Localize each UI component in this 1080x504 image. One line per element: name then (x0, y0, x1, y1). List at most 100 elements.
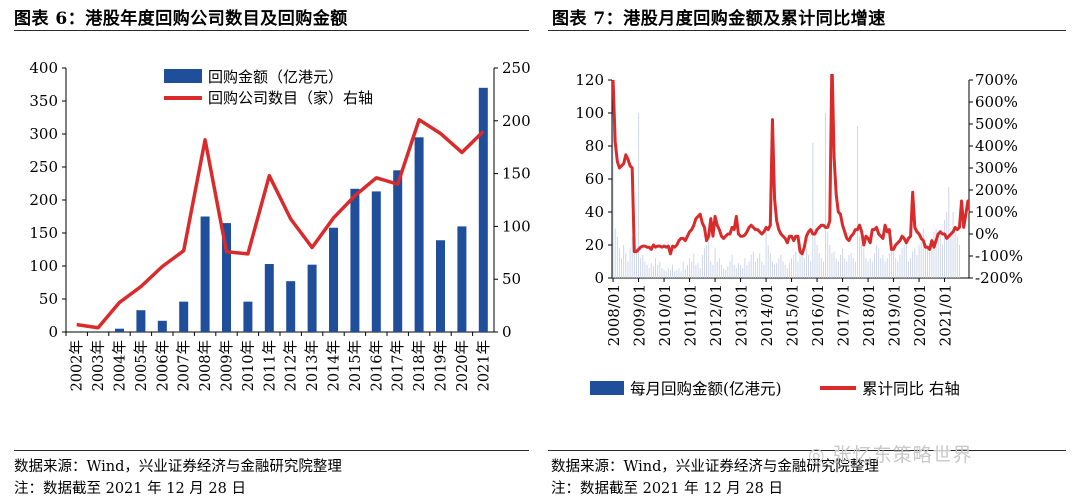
monthly-bar (771, 261, 773, 278)
monthly-bar (703, 248, 705, 278)
right-y-tick-label: 200 (502, 112, 531, 130)
monthly-bar (714, 248, 716, 278)
left-y-tick-label: 120 (575, 71, 604, 89)
monthly-bar (856, 126, 858, 278)
left-note-text: 注：数据截至 2021 年 12 月 28 日 (14, 481, 246, 497)
x-tick-label: 2021年 (475, 340, 492, 391)
monthly-bar (820, 258, 822, 278)
monthly-bar (782, 261, 784, 278)
right-title-rule (548, 30, 1066, 31)
right-y-tick-label: 250 (502, 59, 531, 77)
left-y-tick-label: 60 (585, 170, 604, 188)
monthly-bar (903, 245, 905, 278)
monthly-bar (742, 268, 744, 278)
monthly-bar (631, 236, 633, 278)
monthly-bar (691, 261, 693, 278)
monthly-bar (672, 264, 674, 278)
x-tick-label: 2018年 (411, 340, 428, 391)
right-source-text: 数据来源：Wind，兴业证券经济与金融研究院整理 (551, 459, 879, 475)
x-tick-label: 2011年 (261, 340, 278, 391)
monthly-bar (910, 258, 912, 278)
bar (243, 301, 253, 332)
monthly-bar (676, 269, 678, 278)
monthly-bar (799, 245, 801, 278)
x-tick-label: 2015/01 (784, 284, 802, 346)
monthly-bar (684, 269, 686, 278)
bar (222, 223, 231, 332)
monthly-bar (924, 248, 926, 278)
monthly-bar (697, 263, 699, 278)
left-y-tick-label: 100 (575, 104, 604, 122)
monthly-bar (958, 245, 960, 278)
x-tick-label: 2005年 (133, 340, 150, 391)
bar (157, 320, 167, 332)
monthly-bar (827, 231, 829, 278)
right-y-tick-label: 700% (975, 71, 1018, 89)
bar (329, 227, 338, 332)
monthly-bar (907, 261, 909, 278)
left-y-tick-label: 100 (29, 257, 58, 275)
monthly-bar (774, 264, 776, 278)
company-count-line (76, 117, 485, 330)
monthly-bar (729, 261, 731, 278)
monthly-bar (659, 261, 661, 278)
monthly-bar (933, 231, 935, 278)
left-source-text: 数据来源：Wind，兴业证券经济与金融研究院整理 (14, 459, 342, 475)
right-y-tick-label: 600% (975, 93, 1018, 111)
x-tick-label: 2007年 (176, 340, 193, 391)
monthly-bar (861, 245, 863, 278)
monthly-bar (644, 261, 646, 278)
monthly-bar (655, 258, 657, 278)
monthly-bar (805, 248, 807, 278)
x-tick-label: 2002年 (69, 340, 86, 391)
monthly-bar (695, 264, 697, 278)
right-y-tick-label: 0 (502, 323, 512, 341)
right-y-tick-label: 500% (975, 115, 1018, 133)
monthly-bar (674, 271, 676, 278)
monthly-bar (744, 258, 746, 278)
monthly-bar (835, 258, 837, 278)
right-chart-title: 图表 7：港股月度回购金额及累计同比增速 (552, 9, 886, 29)
monthly-bar (725, 269, 727, 278)
bar (200, 216, 210, 332)
bar (457, 226, 467, 332)
bar (307, 264, 317, 332)
monthly-bar (623, 245, 625, 278)
bar (136, 310, 146, 332)
x-tick-label: 2003年 (90, 340, 107, 391)
monthly-bar (642, 254, 644, 278)
monthly-bar (876, 245, 878, 278)
monthly-bar (740, 264, 742, 278)
monthly-bar (901, 248, 903, 278)
monthly-bar (761, 261, 763, 278)
x-tick-label: 2010/01 (656, 284, 674, 346)
monthly-bar (833, 251, 835, 278)
monthly-bar (944, 220, 946, 278)
monthly-bar (712, 264, 714, 278)
monthly-bar (929, 251, 931, 278)
bar (436, 240, 445, 332)
bar (414, 137, 424, 332)
x-tick-label: 2017年 (390, 340, 407, 391)
x-tick-label: 2010年 (240, 340, 257, 391)
monthly-bar (899, 254, 901, 278)
monthly-bar (873, 253, 875, 278)
monthly-bar (723, 268, 725, 278)
right-source-rule (548, 450, 1066, 451)
x-tick-label: 2016年 (368, 340, 385, 391)
monthly-bar (635, 253, 637, 278)
bar (371, 191, 381, 332)
monthly-bar (842, 248, 844, 278)
monthly-bar (701, 254, 703, 278)
legend-bar-label: 回购金额（亿港元） (208, 68, 343, 86)
monthly-bar (878, 248, 880, 278)
monthly-bar (956, 236, 958, 278)
bar (264, 264, 274, 332)
monthly-bar (718, 258, 720, 278)
monthly-bar (661, 268, 663, 278)
left-y-tick-label: 0 (48, 323, 58, 341)
monthly-bar (916, 254, 918, 278)
x-tick-label: 2012年 (283, 340, 300, 391)
monthly-bar (638, 113, 640, 278)
monthly-bar (865, 258, 867, 278)
